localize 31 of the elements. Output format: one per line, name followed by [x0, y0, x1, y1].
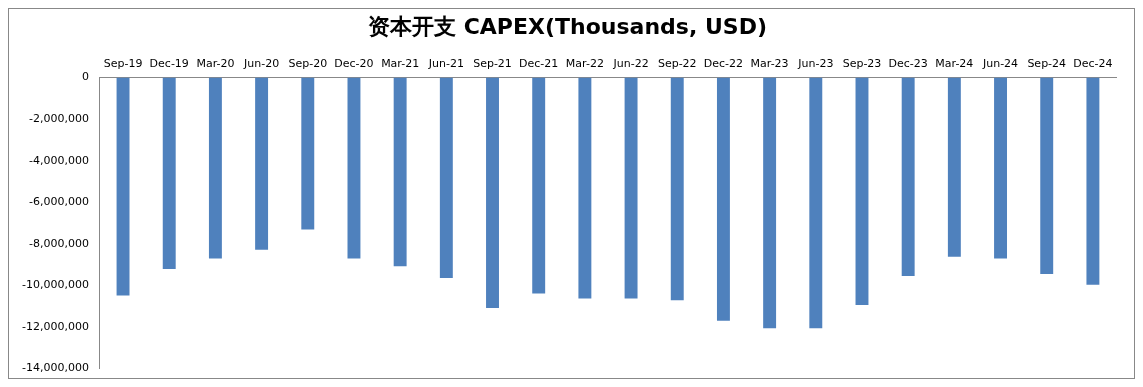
x-tick-label: Mar-24	[935, 56, 974, 70]
y-tick-label: -10,000,000	[22, 278, 89, 292]
x-tick-label: Dec-19	[149, 56, 189, 70]
x-tick-label: Mar-22	[565, 56, 604, 70]
x-tick-label: Dec-24	[1073, 56, 1113, 70]
x-tick-label: Sep-22	[657, 56, 697, 70]
x-tick-label: Jun-24	[981, 56, 1019, 70]
x-tick-label: Sep-19	[103, 56, 143, 70]
x-tick-label: Sep-20	[288, 56, 328, 70]
y-tick-label: -12,000,000	[22, 319, 89, 333]
x-tick-label: Sep-24	[1027, 56, 1067, 70]
y-tick-label: 0	[81, 70, 89, 84]
x-tick-label: Sep-21	[473, 56, 512, 70]
y-tick-label: -6,000,000	[29, 195, 89, 209]
x-tick-label: Jun-23	[797, 56, 834, 70]
x-tick-label: Dec-22	[703, 56, 744, 70]
x-tick-label: Jun-21	[427, 56, 464, 70]
x-tick-label: Jun-20	[243, 56, 280, 70]
x-tick-label: Mar-20	[196, 56, 235, 70]
x-tick-label: Mar-21	[381, 56, 420, 70]
y-tick-label: -2,000,000	[29, 112, 89, 125]
x-tick-label: Dec-20	[334, 56, 374, 70]
y-tick-label: -14,000,000	[22, 361, 89, 375]
x-tick-label: Dec-21	[519, 56, 559, 70]
x-tick-label: Mar-23	[750, 56, 789, 70]
x-tick-label: Jun-22	[612, 56, 649, 70]
x-tick-label: Dec-23	[888, 56, 928, 70]
y-tick-label: -8,000,000	[29, 236, 89, 250]
x-tick-label: Sep-23	[842, 56, 882, 70]
chart-title: 资本开支 CAPEX(Thousands, USD)	[368, 13, 767, 39]
y-tick-label: -4,000,000	[29, 153, 89, 167]
